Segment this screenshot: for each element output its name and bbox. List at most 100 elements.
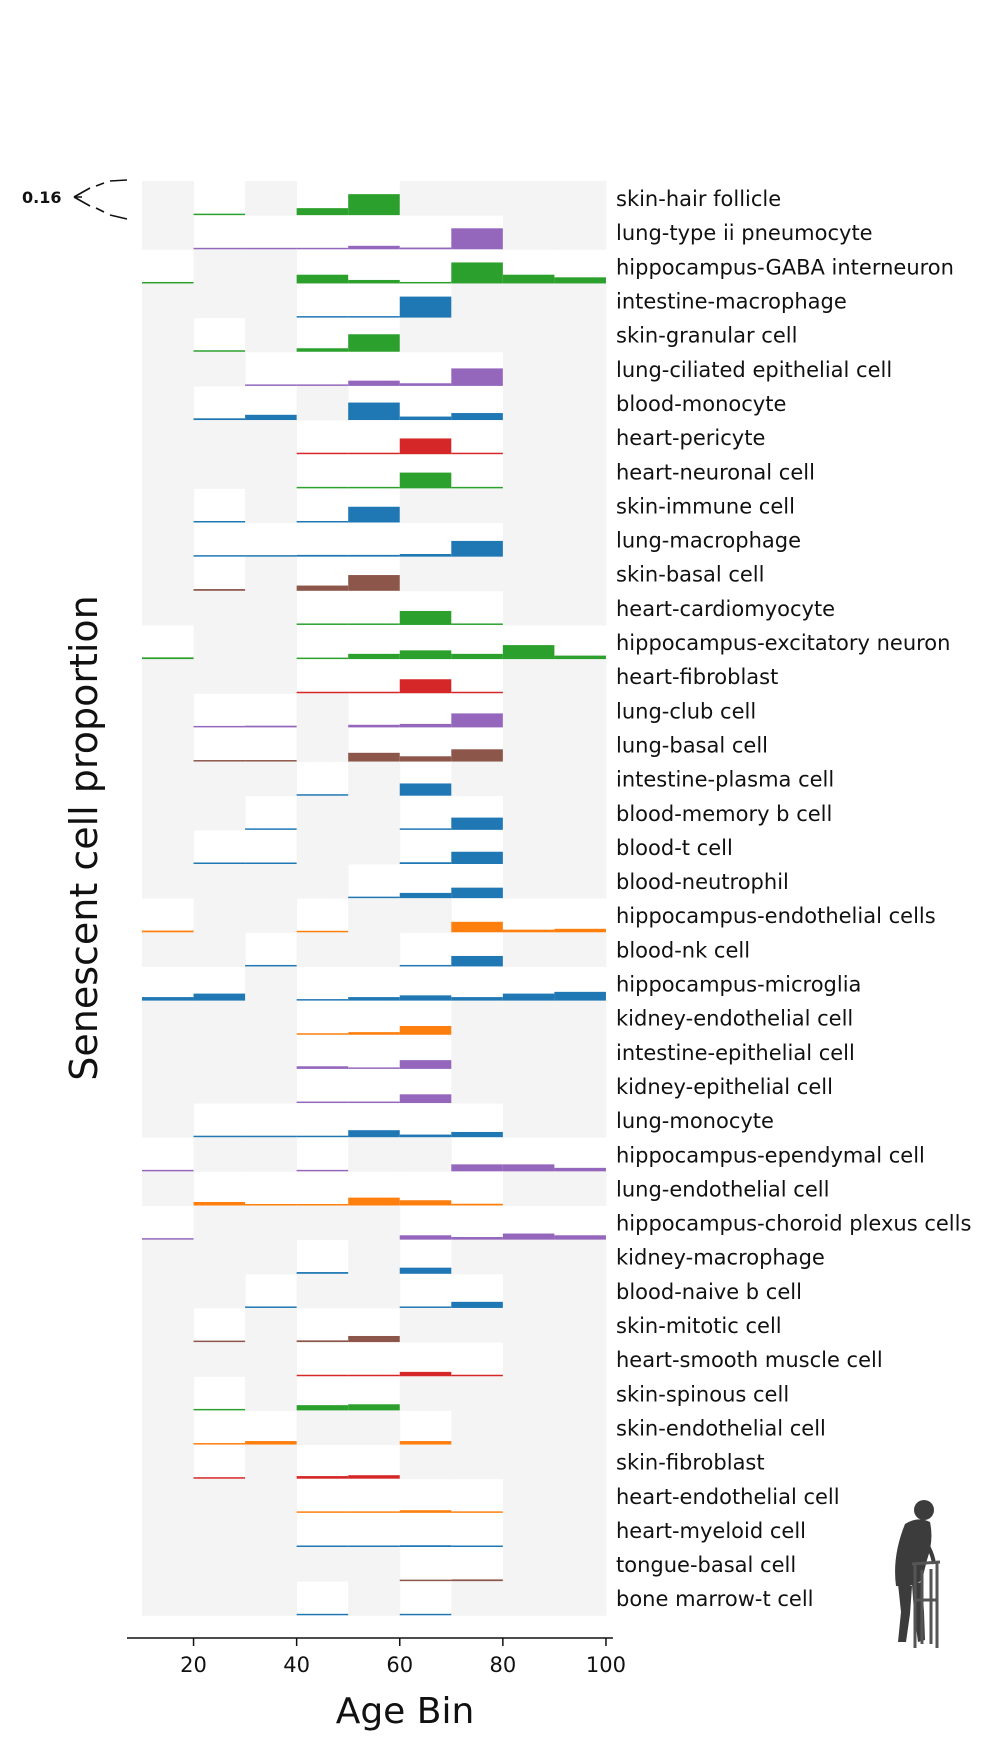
missing-bin-cell bbox=[296, 795, 349, 831]
histogram-bar bbox=[296, 1511, 349, 1513]
missing-bin-cell bbox=[451, 1376, 504, 1411]
missing-bin-cell bbox=[554, 556, 607, 592]
histogram-bar bbox=[245, 555, 297, 557]
missing-bin-cell bbox=[399, 1444, 452, 1480]
missing-bin-cell bbox=[502, 1068, 555, 1104]
missing-bin-cell bbox=[245, 1478, 298, 1514]
missing-bin-cell bbox=[502, 727, 555, 763]
missing-bin-cell bbox=[502, 556, 555, 592]
histogram-bar bbox=[245, 1135, 297, 1138]
missing-bin-cell bbox=[502, 1512, 555, 1548]
histogram-bar bbox=[399, 247, 452, 250]
histogram-bar bbox=[451, 691, 503, 694]
missing-bin-cell bbox=[142, 181, 195, 216]
histogram-bar bbox=[142, 281, 194, 284]
missing-bin-cell bbox=[245, 1342, 298, 1377]
histogram-bar bbox=[399, 1510, 452, 1513]
histogram-bar bbox=[348, 1374, 400, 1377]
missing-bin-cell bbox=[142, 590, 195, 626]
missing-bin-cell bbox=[348, 898, 401, 933]
missing-bin-cell bbox=[554, 864, 607, 899]
missing-bin-cell bbox=[502, 864, 555, 899]
row-label: intestine-plasma cell bbox=[616, 768, 834, 792]
missing-bin-cell bbox=[142, 556, 195, 592]
histogram-bar bbox=[451, 262, 503, 284]
histogram-bar bbox=[451, 1131, 503, 1138]
missing-bin-cell bbox=[142, 1547, 195, 1582]
histogram-bar bbox=[348, 1197, 400, 1206]
missing-bin-cell bbox=[554, 1547, 607, 1582]
missing-bin-cell bbox=[142, 522, 195, 558]
row-label: intestine-macrophage bbox=[616, 290, 847, 314]
missing-bin-cell bbox=[502, 659, 555, 694]
histogram-bar bbox=[296, 274, 349, 284]
row-label: kidney-endothelial cell bbox=[616, 1007, 853, 1031]
histogram-bar bbox=[348, 1335, 400, 1343]
missing-bin-cell bbox=[193, 1034, 246, 1070]
missing-bin-cell bbox=[348, 1581, 401, 1616]
row-label: skin-mitotic cell bbox=[616, 1314, 782, 1338]
missing-bin-cell bbox=[348, 829, 401, 865]
histogram-bar bbox=[399, 438, 452, 455]
histogram-bar bbox=[245, 414, 297, 421]
missing-bin-cell bbox=[245, 1307, 298, 1343]
histogram-bar bbox=[451, 1164, 503, 1172]
missing-bin-cell bbox=[245, 761, 298, 797]
histogram-bar bbox=[399, 650, 452, 660]
missing-bin-cell bbox=[142, 1376, 195, 1411]
histogram-bar bbox=[502, 993, 555, 1001]
row-label: blood-naive b cell bbox=[616, 1280, 802, 1304]
missing-bin-cell bbox=[142, 864, 195, 899]
histogram-bar bbox=[348, 245, 400, 250]
histogram-bar bbox=[399, 892, 452, 899]
histogram-bar bbox=[296, 623, 349, 625]
histogram-bar bbox=[348, 316, 400, 318]
missing-bin-cell bbox=[245, 1581, 298, 1616]
missing-bin-cell bbox=[451, 1444, 504, 1480]
histogram-bar bbox=[296, 1545, 349, 1547]
histogram-bar bbox=[245, 1306, 297, 1308]
histogram-bar bbox=[348, 1101, 400, 1104]
missing-bin-cell bbox=[193, 420, 246, 455]
missing-bin-cell bbox=[348, 1273, 401, 1309]
scale-label: 0.16 bbox=[22, 188, 61, 207]
missing-bin-cell bbox=[554, 1103, 607, 1138]
missing-bin-cell bbox=[554, 590, 607, 626]
missing-bin-cell bbox=[348, 761, 401, 797]
histogram-bar bbox=[399, 416, 452, 421]
missing-bin-cell bbox=[245, 1137, 298, 1172]
histogram-bar bbox=[296, 452, 349, 455]
histogram-bar bbox=[193, 760, 246, 762]
missing-bin-cell bbox=[502, 761, 555, 797]
missing-bin-cell bbox=[142, 488, 195, 523]
histogram-bar bbox=[399, 1545, 452, 1547]
histogram-bar bbox=[348, 452, 400, 455]
missing-bin-cell bbox=[502, 795, 555, 831]
missing-bin-cell bbox=[502, 283, 555, 319]
histogram-bar bbox=[399, 1134, 452, 1138]
histogram-bar bbox=[554, 655, 606, 660]
histogram-bar bbox=[348, 1475, 400, 1479]
x-tick-label: 100 bbox=[586, 1653, 626, 1677]
missing-bin-cell bbox=[554, 829, 607, 865]
histogram-bar bbox=[296, 1405, 349, 1411]
row-label: hippocampus-microglia bbox=[616, 973, 861, 997]
histogram-bar bbox=[451, 368, 503, 386]
histogram-bar bbox=[296, 1476, 349, 1479]
histogram-bar bbox=[399, 1060, 452, 1069]
missing-bin-cell bbox=[502, 1376, 555, 1411]
histogram-bar bbox=[451, 713, 503, 728]
row-label: hippocampus-endothelial cells bbox=[616, 904, 936, 928]
missing-bin-cell bbox=[142, 385, 195, 421]
missing-bin-cell bbox=[399, 1307, 452, 1343]
missing-bin-cell bbox=[502, 590, 555, 626]
missing-bin-cell bbox=[502, 1103, 555, 1138]
histogram-bar bbox=[296, 1135, 349, 1138]
missing-bin-cell bbox=[245, 898, 298, 933]
row-label: hippocampus-choroid plexus cells bbox=[616, 1212, 971, 1236]
missing-bin-cell bbox=[193, 932, 246, 967]
histogram-bar bbox=[296, 1033, 349, 1035]
histogram-bar bbox=[193, 1135, 246, 1138]
missing-bin-cell bbox=[142, 1171, 195, 1206]
histogram-bar bbox=[296, 247, 349, 250]
